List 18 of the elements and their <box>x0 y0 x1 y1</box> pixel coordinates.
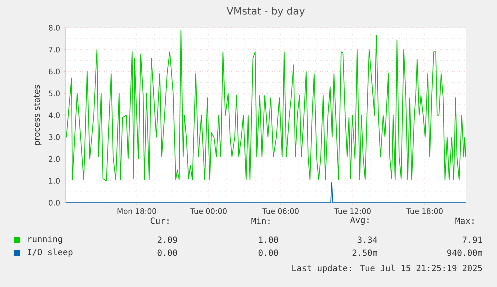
text: 1.00 <box>259 236 278 244</box>
text: Cur: <box>150 218 169 224</box>
text: 7.91 <box>462 236 482 244</box>
chart-title: VMstat - by day <box>226 7 305 17</box>
text: 3.34 <box>358 236 378 244</box>
legend-label: running <box>28 236 62 244</box>
y-axis-title: process states <box>34 85 42 146</box>
text: 0.00 <box>158 250 178 256</box>
text: Avg: <box>350 216 369 226</box>
text: 940.00m <box>448 250 482 256</box>
text: 0.00 <box>258 250 278 256</box>
text: 2.50m <box>352 250 378 256</box>
text: Last update: Tue Jul 15 21:25:19 2025 <box>292 264 482 274</box>
text: Min: <box>252 218 270 224</box>
text: 2.09 <box>158 236 178 244</box>
text: Max: <box>456 218 474 224</box>
line-series <box>66 30 466 182</box>
legend-label: I/O sleep <box>28 248 73 258</box>
